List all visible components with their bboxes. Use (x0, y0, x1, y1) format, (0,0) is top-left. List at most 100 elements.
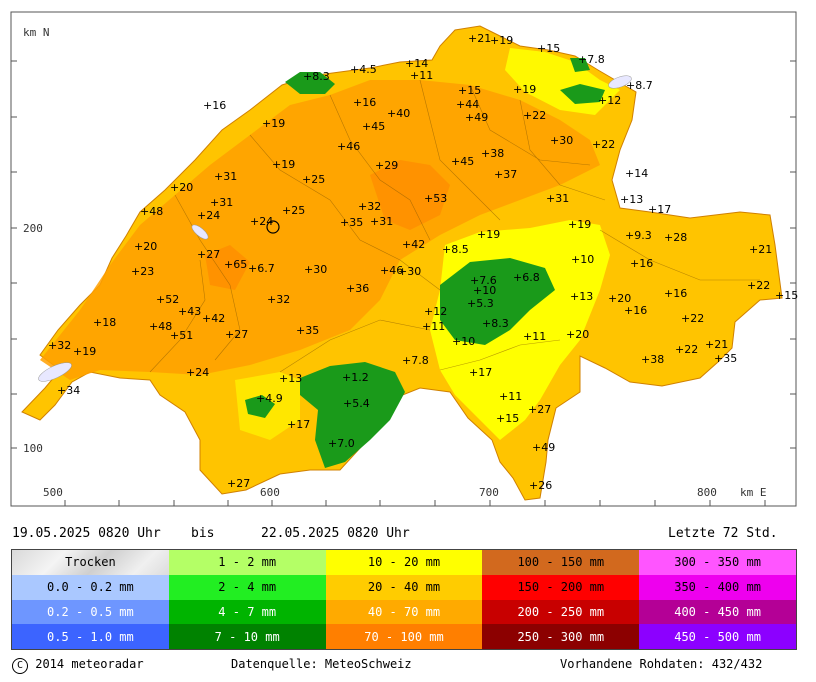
station-value: +25 (282, 204, 305, 217)
station-value: +45 (451, 155, 474, 168)
station-marker: +32 (267, 293, 290, 306)
station-marker: +35 (714, 352, 737, 365)
station-marker: +11 (422, 320, 445, 333)
legend-item: 7 - 10 mm (168, 624, 326, 649)
station-value: +31 (214, 170, 237, 183)
location-marker-icon (266, 220, 280, 234)
station-value: +4.5 (350, 63, 377, 76)
legend-item: 1 - 2 mm (168, 550, 326, 575)
station-value: +32 (267, 293, 290, 306)
station-value: +35 (296, 324, 319, 337)
station-value: +27 (225, 328, 248, 341)
station-value: +19 (490, 34, 513, 47)
axis-ticks (11, 60, 796, 506)
station-value: +10 (452, 335, 475, 348)
station-marker: +27 (225, 328, 248, 341)
legend-label: 0.0 - 0.2 mm (47, 580, 134, 595)
legend-item: 450 - 500 mm (639, 624, 796, 649)
legend-item: 250 - 300 mm (482, 624, 640, 649)
station-marker: +7.6 (470, 274, 497, 287)
zone-4-10-northeast (560, 84, 605, 104)
station-value: +35 (340, 216, 363, 229)
station-value: +22 (592, 138, 615, 151)
period-separator: bis (191, 526, 215, 541)
zone-4-10-top (570, 58, 590, 72)
station-marker: +16 (203, 99, 226, 112)
station-marker: +13 (570, 290, 593, 303)
legend-item: 10 - 20 mm (325, 550, 483, 575)
station-marker: +7.8 (402, 354, 429, 367)
station-marker: +17 (648, 203, 671, 216)
station-value: +21 (468, 32, 491, 45)
station-marker: +49 (532, 441, 555, 454)
station-value: +14 (405, 57, 428, 70)
station-marker: +31 (546, 192, 569, 205)
station-marker: +10 (571, 253, 594, 266)
station-value: +20 (134, 240, 157, 253)
station-marker: +25 (302, 173, 325, 186)
station-marker: +48 (149, 320, 172, 333)
station-marker: +31 (210, 196, 233, 209)
station-value: +6.8 (513, 271, 540, 284)
station-marker: +13 (620, 193, 643, 206)
legend-item: 150 - 200 mm (482, 574, 640, 600)
station-value: +19 (513, 83, 536, 96)
station-value: +7.8 (578, 53, 605, 66)
zone-4-10-north (285, 72, 335, 94)
station-marker: +45 (451, 155, 474, 168)
station-marker: +8.3 (482, 317, 509, 330)
station-value: +28 (664, 231, 687, 244)
station-marker: +17 (469, 366, 492, 379)
station-marker: +8.3 (303, 70, 330, 83)
station-value: +45 (362, 120, 385, 133)
station-marker: +21 (468, 32, 491, 45)
station-marker: +19 (262, 117, 285, 130)
switzerland-precipitation-area (21, 25, 783, 501)
station-value: +24 (186, 366, 209, 379)
station-value: +29 (375, 159, 398, 172)
station-value: +8.3 (303, 70, 330, 83)
station-value: +19 (73, 345, 96, 358)
station-marker: +26 (529, 479, 552, 492)
legend-label: 10 - 20 mm (367, 555, 441, 570)
station-value: +15 (458, 84, 481, 97)
station-value: +53 (424, 192, 447, 205)
station-marker: +6.7 (248, 262, 275, 275)
station-value: +25 (302, 173, 325, 186)
period-window: Letzte 72 Std. (668, 526, 778, 541)
zone-4-10-south (300, 362, 405, 468)
legend-label: 250 - 300 mm (517, 629, 605, 644)
station-value: +23 (131, 265, 154, 278)
zone-70-100-west (205, 245, 250, 290)
station-value: +30 (550, 134, 573, 147)
station-value: +38 (641, 353, 664, 366)
station-marker: +31 (214, 170, 237, 183)
legend-label: 2 - 4 mm (218, 580, 277, 595)
data-source: Datenquelle: MeteoSchweiz (231, 657, 412, 671)
station-value: +4.9 (256, 392, 283, 405)
station-marker: +11 (523, 330, 546, 343)
station-value: +15 (537, 42, 560, 55)
station-marker: +19 (272, 158, 295, 171)
station-value: +20 (566, 328, 589, 341)
station-marker: +4.9 (256, 392, 283, 405)
station-value: +49 (532, 441, 555, 454)
station-marker: +32 (48, 339, 71, 352)
canton-borders (149, 79, 760, 373)
legend-label: Trocken (65, 555, 116, 570)
station-marker: +46 (337, 140, 360, 153)
station-marker: +19 (477, 228, 500, 241)
axis-x-label-700: 700 (479, 486, 499, 499)
station-value: +5.3 (467, 297, 494, 310)
station-marker: +22 (747, 279, 770, 292)
station-marker: +29 (375, 159, 398, 172)
station-marker: +10 (473, 284, 496, 297)
station-value: +22 (675, 343, 698, 356)
legend-label: 4 - 7 mm (218, 604, 277, 619)
station-value: +15 (775, 289, 798, 302)
station-marker: +21 (749, 243, 772, 256)
station-marker: +7.8 (578, 53, 605, 66)
station-marker: +34 (57, 384, 80, 397)
lake-geneva (38, 362, 72, 382)
station-marker: +36 (346, 282, 369, 295)
